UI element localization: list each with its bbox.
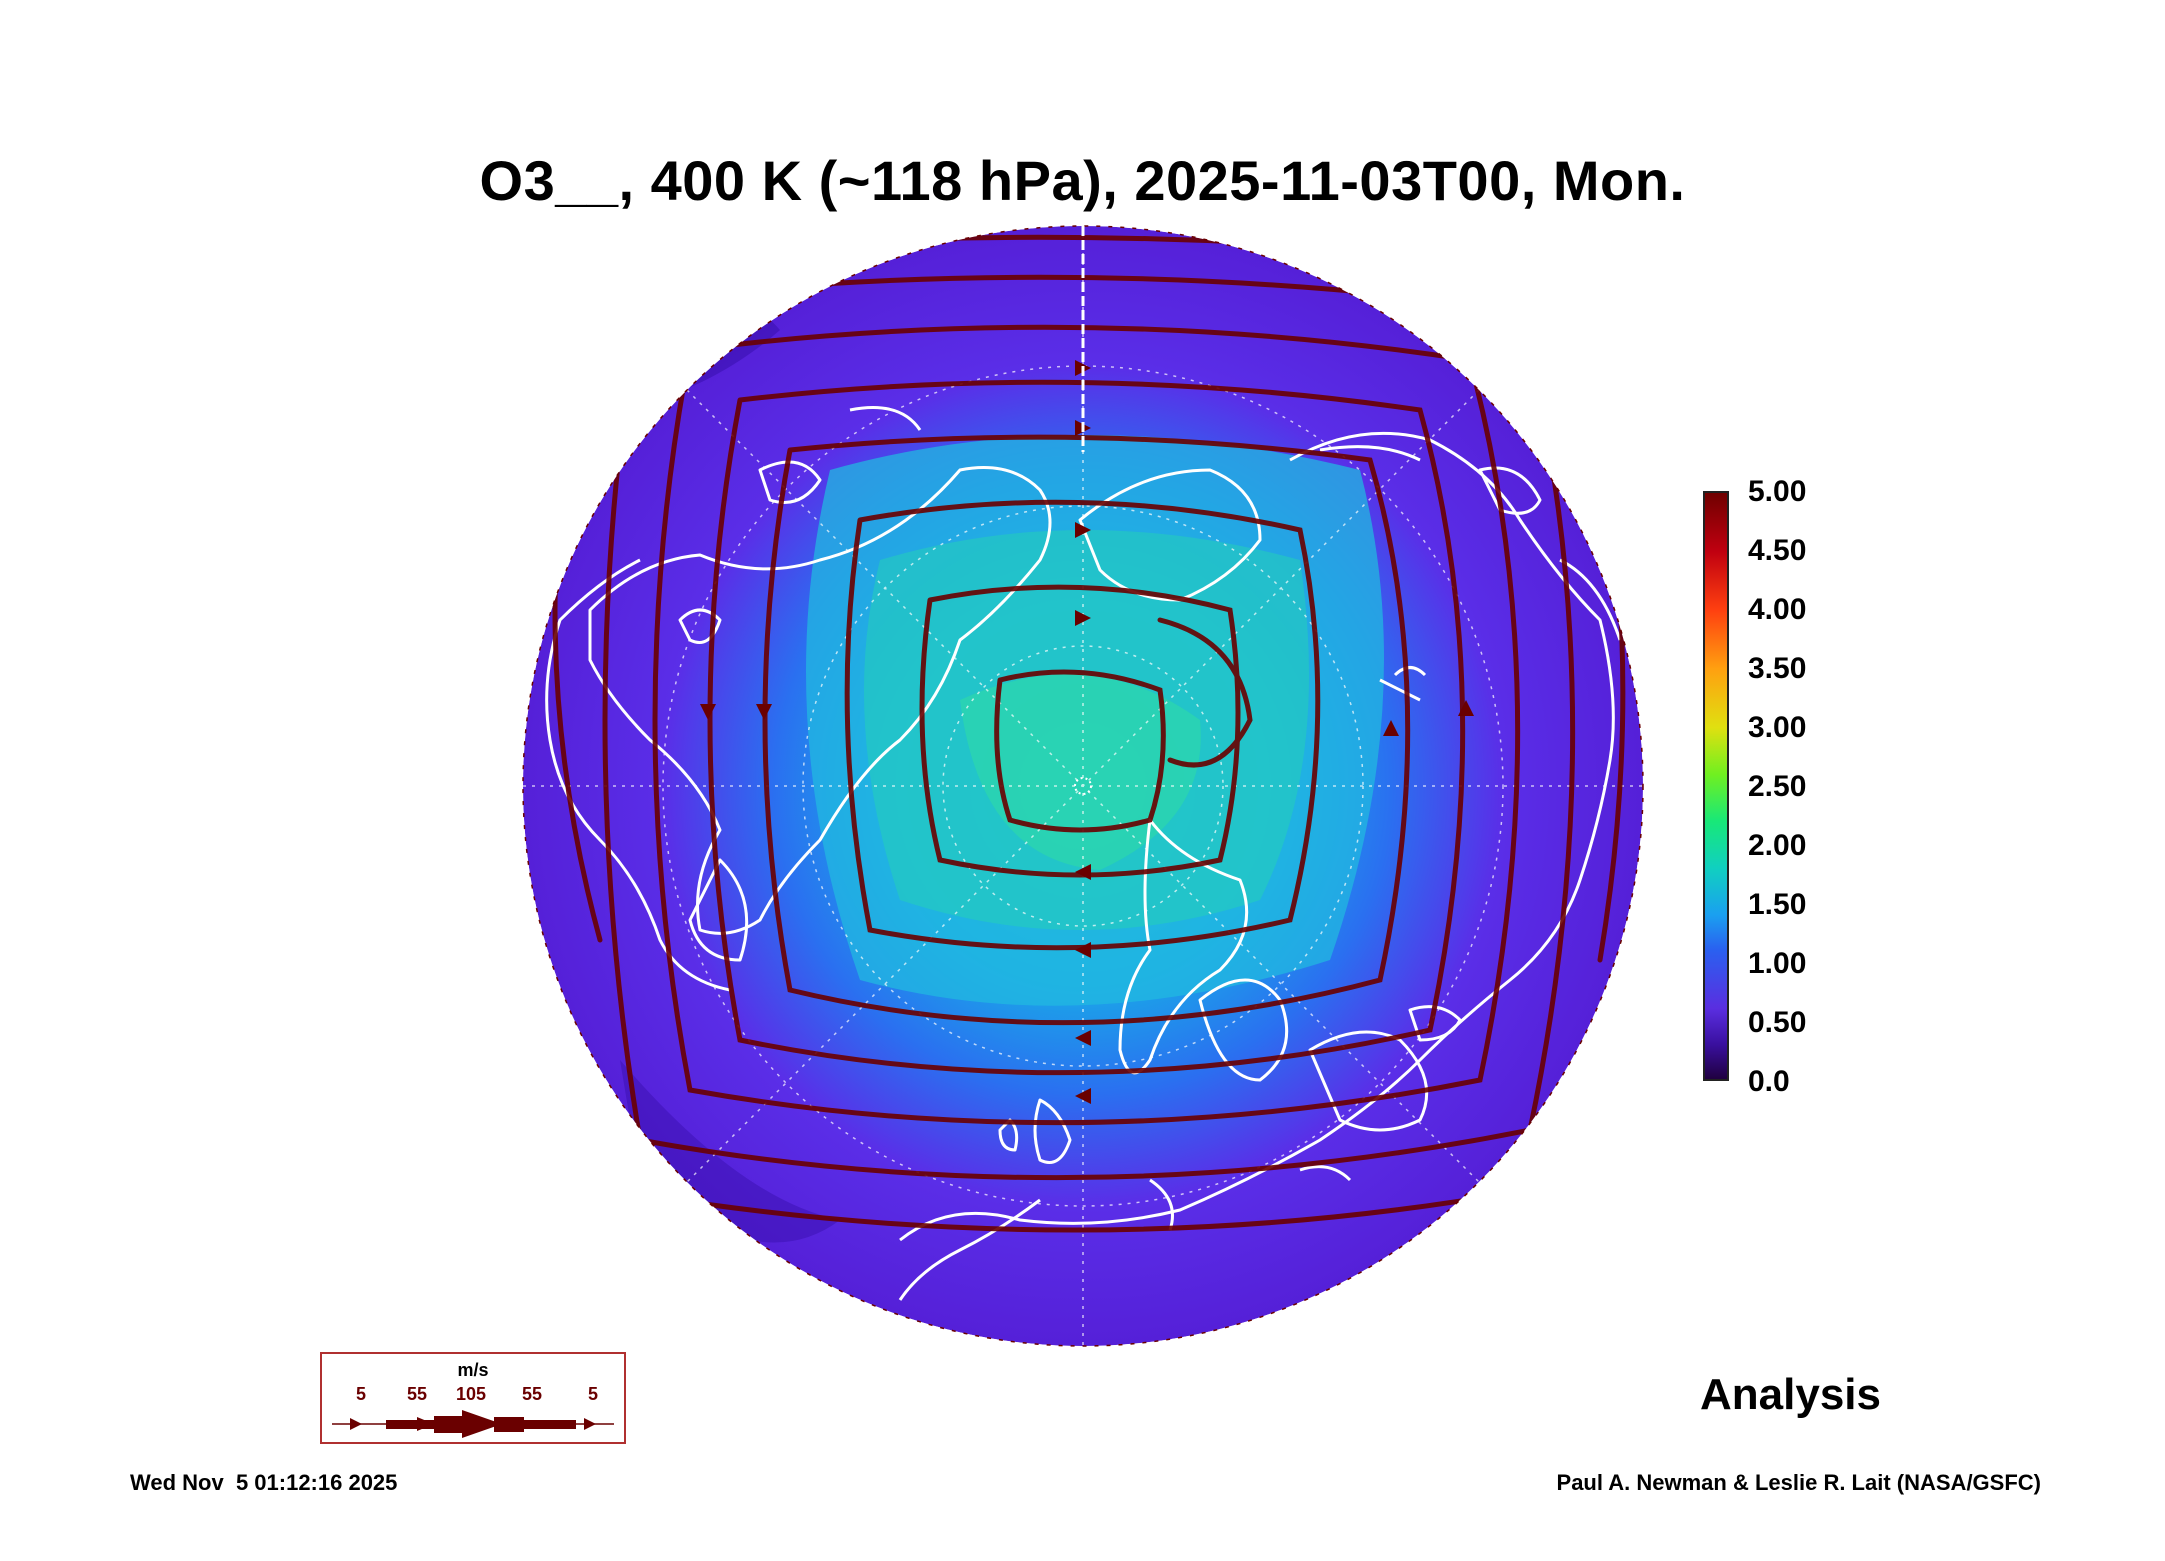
credit: Paul A. Newman & Leslie R. Lait (NASA/GS… — [1556, 1470, 2041, 1495]
graticule — [523, 226, 1643, 1346]
colorbar-label: 3.00 — [1748, 711, 1807, 744]
coastlines — [545, 406, 1622, 1301]
flow-arrows — [700, 360, 1474, 1104]
analysis-label: Analysis — [1700, 1370, 1881, 1419]
colorbar-label: 5.00 — [1748, 475, 1807, 508]
chart-title: O3__, 400 K (~118 hPa), 2025-11-03T00, M… — [479, 149, 1686, 212]
colorbar-label: 4.50 — [1748, 534, 1807, 567]
colorbar-label: 1.50 — [1748, 888, 1807, 921]
colorbar-label: 0.50 — [1748, 1006, 1807, 1039]
colorbar-label: 0.0 — [1748, 1065, 1790, 1098]
map-boundary — [522, 225, 1644, 1347]
legend-value: 55 — [407, 1384, 428, 1404]
legend-value: 5 — [356, 1384, 367, 1404]
legend-value: 5 — [588, 1384, 599, 1404]
legend-value: 55 — [522, 1384, 543, 1404]
colorbar-label: 3.50 — [1748, 652, 1807, 685]
timestamp: Wed Nov 5 01:12:16 2025 — [130, 1470, 398, 1495]
colorbar-label: 2.00 — [1748, 829, 1807, 862]
wind-speed-legend: m/s 5 55 105 55 5 — [320, 1352, 626, 1444]
colorbar — [1703, 491, 1729, 1081]
colorbar-label: 2.50 — [1748, 770, 1807, 803]
legend-unit: m/s — [457, 1360, 489, 1380]
legend-value: 105 — [456, 1384, 487, 1404]
colorbar-label: 4.00 — [1748, 593, 1807, 626]
colorbar-label: 1.00 — [1748, 947, 1807, 980]
legend-arrow-scale — [332, 1410, 614, 1438]
pole-marker — [1074, 777, 1092, 795]
